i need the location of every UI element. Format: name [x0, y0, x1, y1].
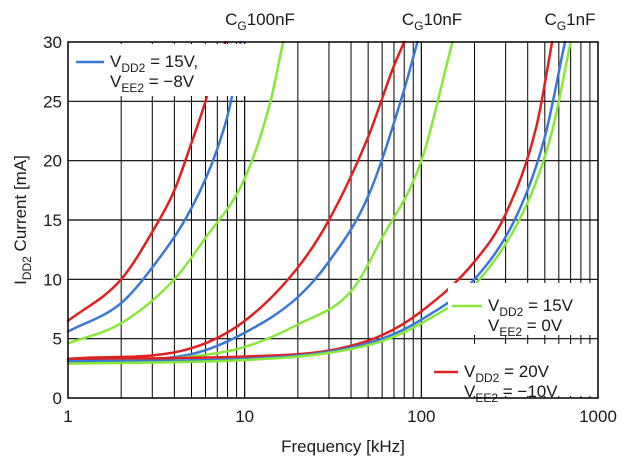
series-group [66, 40, 572, 365]
plot-frame [67, 41, 599, 399]
capacitance-labels: CG100nF CG10nF CG1nF [225, 10, 595, 33]
y-tick-label: 30 [43, 33, 62, 52]
legend-box [70, 44, 248, 96]
y-tick-label: 0 [53, 389, 62, 408]
legend-label: VEE2 = −8V [110, 72, 195, 95]
y-tick-label: 5 [53, 330, 62, 349]
axis-titles: Frequency [kHz] IDD2 Current [mA] [11, 155, 405, 456]
legend-label: VEE2 = 0V [488, 316, 563, 339]
legend-label: VDD2 = 15V, [110, 52, 198, 75]
series-line-red-1nF [66, 40, 554, 361]
series-line-blue-10nF [66, 40, 419, 362]
capacitance-label: CG100nF [225, 10, 295, 33]
y-tick-label: 15 [43, 211, 62, 230]
capacitance-label: CG1nF [545, 10, 596, 33]
y-tick-label: 25 [43, 92, 62, 111]
x-tick-label: 100 [407, 407, 435, 426]
x-tick-label: 10 [235, 407, 254, 426]
x-axis-title: Frequency [kHz] [281, 437, 405, 456]
tick-labels: 1 10 100 1000 0 5 10 15 20 25 30 [43, 33, 617, 426]
series-line-green-10nF [66, 40, 454, 364]
series-line-red-10nF [66, 40, 406, 361]
legend-label: VDD2 = 20V [464, 362, 550, 385]
legend-label: VDD2 = 15V [488, 296, 574, 319]
y-tick-label: 20 [43, 152, 62, 171]
series-line-green-100nF [66, 40, 285, 345]
legend-box [448, 283, 600, 335]
legend-label: VEE2 = −10V [464, 382, 558, 405]
series-line-green-1nF [66, 40, 572, 365]
y-tick-label: 10 [43, 270, 62, 289]
x-tick-label: 1000 [579, 407, 617, 426]
capacitance-label: CG10nF [402, 10, 462, 33]
x-tick-label: 1 [63, 407, 72, 426]
legend-box [430, 344, 598, 396]
y-axis-title: IDD2 Current [mA] [11, 155, 34, 285]
